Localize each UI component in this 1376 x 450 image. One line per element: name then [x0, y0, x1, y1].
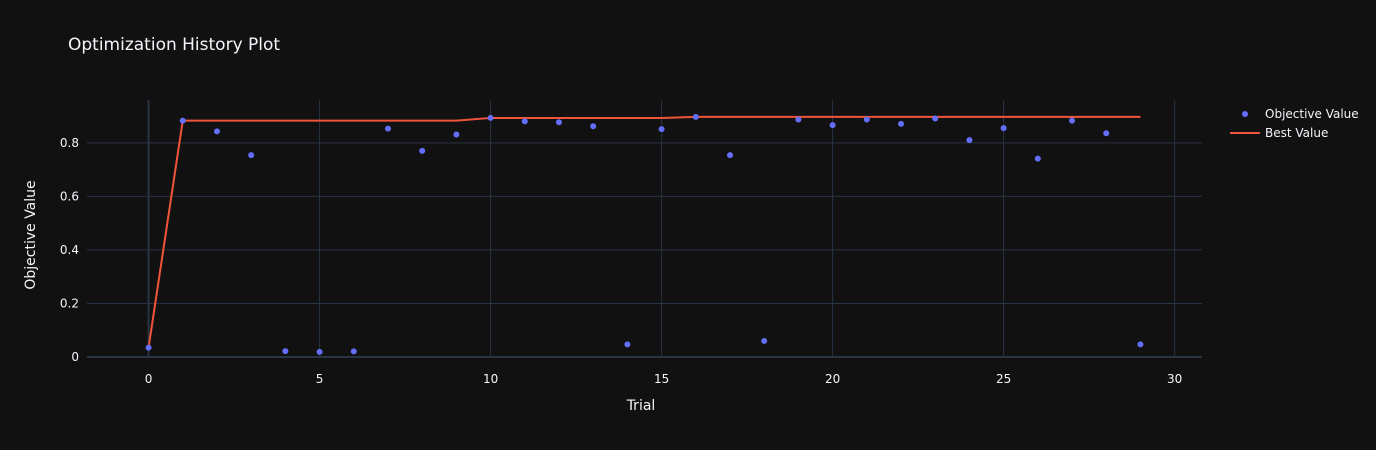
y-tick-label: 0.8	[60, 136, 79, 150]
x-tick-label: 0	[145, 372, 153, 386]
objective-value-point[interactable]	[1069, 117, 1076, 124]
objective-value-point[interactable]	[282, 348, 289, 355]
objective-value-point[interactable]	[727, 152, 734, 159]
objective-value-point[interactable]	[316, 348, 323, 355]
objective-value-point[interactable]	[350, 348, 357, 355]
objective-value-point[interactable]	[590, 123, 597, 130]
x-tick-label: 25	[996, 372, 1011, 386]
legend-label-best-value: Best Value	[1265, 126, 1328, 140]
series-lines	[147, 115, 1141, 348]
x-axis-title: Trial	[626, 398, 656, 414]
x-tick-label: 20	[825, 372, 840, 386]
objective-value-point[interactable]	[1103, 130, 1110, 137]
y-axis-ticks: 0 0.2 0.4 0.6 0.8	[60, 136, 79, 364]
objective-value-point[interactable]	[863, 116, 870, 123]
objective-value-point[interactable]	[179, 117, 186, 124]
objective-value-point[interactable]	[419, 147, 426, 154]
objective-value-point[interactable]	[624, 341, 631, 348]
objective-value-point[interactable]	[1034, 155, 1041, 162]
objective-value-point[interactable]	[692, 113, 699, 120]
y-axis-title: Objective Value	[23, 180, 39, 289]
objective-value-point[interactable]	[795, 116, 802, 123]
objective-value-point[interactable]	[453, 131, 460, 138]
objective-value-point[interactable]	[555, 119, 562, 126]
legend-item-best-value[interactable]: Best Value	[1230, 126, 1328, 140]
legend[interactable]: Objective Value Best Value	[1230, 107, 1359, 140]
objective-value-point[interactable]	[521, 118, 528, 125]
x-tick-label: 30	[1167, 372, 1182, 386]
y-tick-label: 0.6	[60, 189, 79, 203]
x-tick-label: 15	[654, 372, 669, 386]
objective-value-point[interactable]	[966, 137, 973, 144]
objective-value-point[interactable]	[932, 115, 939, 122]
objective-value-point[interactable]	[761, 337, 768, 344]
x-tick-label: 10	[483, 372, 498, 386]
legend-item-objective-value[interactable]: Objective Value	[1242, 107, 1359, 121]
objective-value-point[interactable]	[898, 120, 905, 127]
objective-value-point[interactable]	[1000, 125, 1007, 132]
objective-value-point[interactable]	[829, 122, 836, 129]
objective-value-point[interactable]	[384, 125, 391, 132]
y-tick-label: 0.4	[60, 243, 79, 257]
objective-value-point[interactable]	[658, 126, 665, 133]
objective-value-point[interactable]	[145, 344, 152, 351]
best-value-line	[147, 115, 1141, 348]
y-tick-label: 0.2	[60, 296, 79, 310]
objective-value-point[interactable]	[248, 152, 255, 159]
objective-value-point[interactable]	[213, 128, 220, 135]
legend-label-objective-value: Objective Value	[1265, 107, 1359, 121]
y-tick-label: 0	[71, 350, 79, 364]
chart-title: Optimization History Plot	[68, 35, 280, 55]
series-points	[145, 113, 1144, 355]
x-axis-ticks: 0 5 10 15 20 25 30	[145, 372, 1183, 386]
objective-value-point[interactable]	[1137, 341, 1144, 348]
grid	[87, 100, 1202, 358]
objective-value-point[interactable]	[487, 114, 494, 121]
x-tick-label: 5	[316, 372, 324, 386]
legend-marker-objective-value	[1242, 111, 1248, 117]
